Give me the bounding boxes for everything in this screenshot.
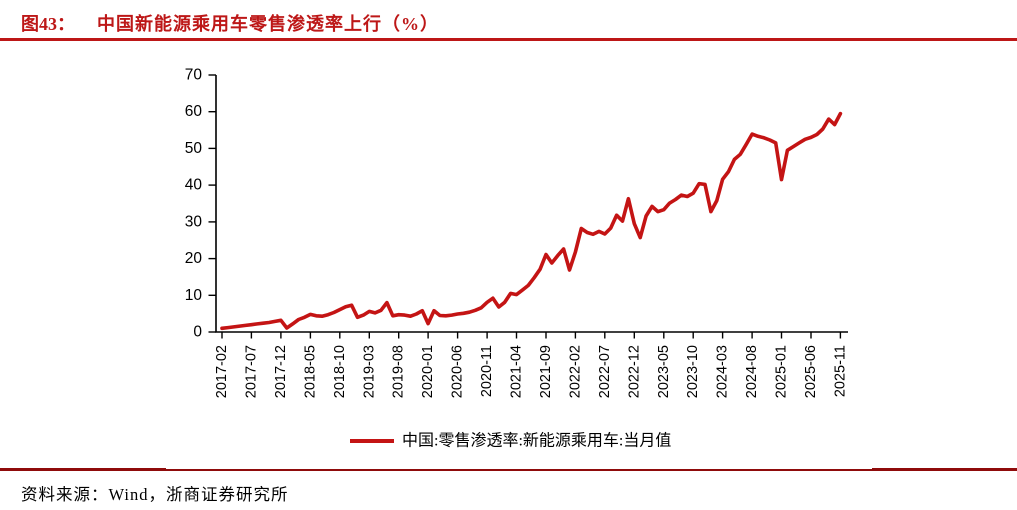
- x-tick-label: 2020-01: [420, 345, 436, 398]
- y-tick-label: 50: [185, 140, 203, 157]
- legend-label: 中国:零售渗透率:新能源乘用车:当月值: [402, 432, 671, 450]
- x-tick-label: 2025-06: [803, 345, 819, 398]
- title-underline: [0, 38, 1017, 41]
- x-tick-label: 2023-05: [656, 345, 672, 398]
- x-tick-label: 2024-08: [744, 345, 760, 398]
- x-tick-label: 2018-05: [302, 345, 318, 398]
- figure-label: 图43：: [21, 14, 75, 34]
- x-tick-label: 2022-02: [567, 345, 583, 398]
- figure-title: 中国新能源乘用车零售渗透率上行（%）: [97, 14, 439, 34]
- x-tick-label: 2020-11: [479, 345, 495, 397]
- series-line: [220, 111, 843, 331]
- x-tick-label: 2025-01: [774, 345, 790, 398]
- y-tick-label: 0: [193, 324, 202, 341]
- y-tick-label: 60: [185, 103, 203, 120]
- y-tick-label: 10: [185, 287, 203, 304]
- x-tick-label: 2019-03: [361, 345, 377, 398]
- y-tick-label: 40: [185, 177, 203, 194]
- x-tick-label: 2021-04: [509, 345, 525, 398]
- y-tick-label: 30: [185, 213, 203, 230]
- x-tick-label: 2019-08: [391, 345, 407, 398]
- x-tick-label: 2022-07: [597, 345, 613, 398]
- penetration-line-chart: 0 10 20 30 40 50 60 70 2017-02 2017-07 2017-12 2018…: [185, 67, 849, 450]
- x-tick-label: 2023-10: [685, 345, 701, 398]
- source-note: 资料来源：Wind，浙商证券研究所: [21, 485, 289, 504]
- x-tick-label: 2018-10: [332, 345, 348, 398]
- y-tick-label: 20: [185, 250, 203, 267]
- x-tick-label: 2017-02: [214, 345, 230, 398]
- bottom-divider-right-cap: [872, 467, 1017, 471]
- x-tick-label: 2017-12: [273, 345, 289, 398]
- x-tick-label: 2025-11: [832, 345, 848, 397]
- x-tick-label: 2021-09: [538, 345, 554, 398]
- figure-title-row: 图43： 中国新能源乘用车零售渗透率上行（%）: [21, 10, 439, 36]
- chart-axes: [215, 75, 848, 333]
- bottom-divider: [0, 469, 1017, 471]
- x-tick-label: 2020-06: [450, 345, 466, 398]
- x-tick-label: 2022-12: [626, 345, 642, 398]
- x-tick-label: 2017-07: [243, 345, 259, 398]
- bottom-divider-left-cap: [0, 467, 166, 471]
- x-tick-label: 2024-03: [715, 345, 731, 398]
- y-tick-label: 70: [185, 67, 203, 84]
